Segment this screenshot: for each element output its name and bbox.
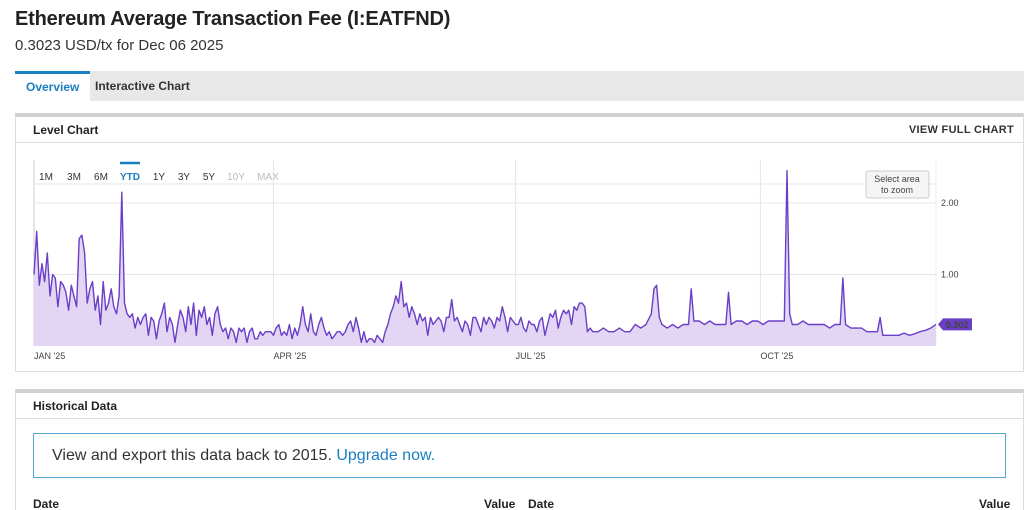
y-tick-label: 1.00 — [941, 269, 959, 279]
level-chart[interactable]: 1.00 2.00 JAN '25 APR '25 JUL '25 OCT '25 0.30… — [0, 0, 1024, 380]
last-value-badge — [938, 318, 972, 331]
tab-interactive-chart[interactable]: Interactive Chart — [95, 79, 190, 93]
column-header-value: Value — [484, 497, 516, 510]
range-button-3m[interactable]: 3M — [67, 172, 81, 183]
zoom-hint-line-2: to zoom — [881, 185, 913, 195]
range-button-5y[interactable]: 5Y — [203, 172, 216, 183]
page-subtitle: 0.3023 USD/tx for Dec 06 2025 — [15, 37, 224, 54]
level-chart-title: Level Chart — [33, 123, 99, 137]
upgrade-message: View and export this data back to 2015. — [52, 447, 332, 464]
upgrade-text: View and export this data back to 2015. … — [52, 447, 435, 465]
zoom-hint-box — [865, 170, 930, 199]
x-tick-label: JAN '25 — [34, 351, 65, 361]
level-chart-header: Level Chart VIEW FULL CHART — [16, 117, 1023, 143]
page-title: Ethereum Average Transaction Fee (I:EATF… — [15, 8, 451, 30]
column-header-date: Date — [33, 497, 60, 510]
historical-data-header: Historical Data — [16, 393, 1023, 419]
range-button-3y[interactable]: 3Y — [178, 172, 191, 183]
column-header-value-2: Value — [979, 497, 1011, 510]
view-full-chart-link[interactable]: VIEW FULL CHART — [908, 124, 1014, 136]
range-button-6m[interactable]: 6M — [94, 172, 108, 183]
last-value-label: 0.302 — [946, 320, 969, 330]
x-tick-label: APR '25 — [273, 351, 306, 361]
column-header-date-2: Date — [528, 497, 555, 510]
range-button-10y: 10Y — [227, 172, 245, 183]
historical-data-title: Historical Data — [33, 399, 118, 413]
range-button-1m[interactable]: 1M — [39, 172, 53, 183]
x-tick-label: OCT '25 — [760, 351, 793, 361]
historical-data-panel: Historical Data View and export this dat… — [15, 389, 1024, 510]
upgrade-link[interactable]: Upgrade now. — [336, 447, 436, 464]
tab-bar: Overview Interactive Chart — [15, 71, 1024, 101]
range-button-max: MAX — [257, 172, 279, 183]
zoom-hint-line-1: Select area — [874, 174, 920, 184]
tab-overview[interactable]: Overview — [15, 71, 91, 101]
upgrade-banner: View and export this data back to 2015. … — [33, 433, 1006, 478]
series-line — [33, 170, 937, 344]
range-button-ytd[interactable]: YTD — [120, 172, 140, 183]
series-area — [34, 170, 936, 346]
x-tick-label: JUL '25 — [516, 351, 546, 361]
range-button-1y[interactable]: 1Y — [153, 172, 166, 183]
y-tick-label: 2.00 — [941, 198, 959, 208]
